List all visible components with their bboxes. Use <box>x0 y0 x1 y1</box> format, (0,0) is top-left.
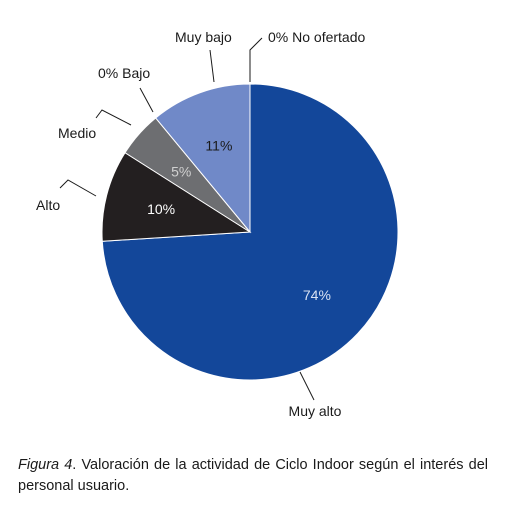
pie-percent-labels: 74% 10% 5% 11% <box>147 138 331 303</box>
pie-slice-muy-bajo <box>154 83 251 234</box>
leader-line-no-ofertado <box>249 37 263 82</box>
pie-percent-muy-bajo: 11% <box>205 138 232 154</box>
leader-line-muy-alto <box>299 371 315 401</box>
pie-category-labels: Muy alto Alto Medio 0% Bajo Muy bajo 0% No of… <box>36 29 365 419</box>
category-label-muy-bajo: Muy bajo <box>175 29 232 45</box>
pie-slice-alto <box>101 152 252 242</box>
leader-line-bajo <box>139 87 154 113</box>
figure-caption-text: . Valoración de la actividad de Ciclo In… <box>18 457 488 494</box>
category-label-no-ofertado: 0% No ofertado <box>268 29 365 45</box>
category-label-alto: Alto <box>36 197 60 213</box>
category-label-muy-alto: Muy alto <box>289 403 342 419</box>
category-label-bajo: 0% Bajo <box>98 65 150 81</box>
pie-percent-medio: 5% <box>171 163 191 179</box>
figure-label: Figura 4 <box>18 457 73 473</box>
pie-slices <box>101 83 399 381</box>
pie-percent-muy-alto: 74% <box>303 287 331 303</box>
pie-leader-lines <box>59 37 315 401</box>
leader-line-muy-bajo <box>209 49 215 83</box>
pie-percent-alto: 10% <box>147 201 175 217</box>
leader-line-medio <box>95 109 132 126</box>
leader-line-alto <box>59 179 97 197</box>
category-label-medio: Medio <box>58 125 96 141</box>
figure-caption: Figura 4. Valoración de la actividad de … <box>18 455 488 497</box>
